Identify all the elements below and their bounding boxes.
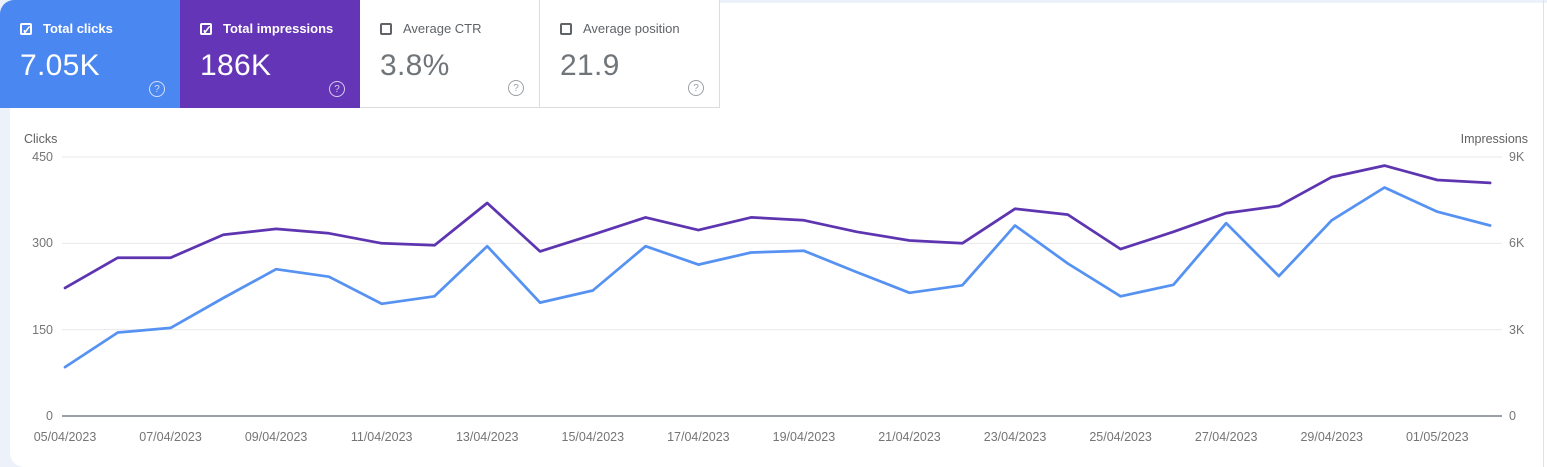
metric-card-average-ctr[interactable]: Average CTR 3.8% xyxy=(360,0,540,108)
metric-card-average-position[interactable]: Average position 21.9 xyxy=(540,0,720,108)
metric-card-label: Total impressions xyxy=(223,21,334,36)
metric-cards-row: Total clicks 7.05K Total impressions 186… xyxy=(0,0,720,108)
metric-card-header: Total clicks xyxy=(20,21,180,37)
metric-card-value: 186K xyxy=(200,49,272,82)
metric-card-label: Average position xyxy=(583,21,680,36)
metric-card-total-clicks[interactable]: Total clicks 7.05K xyxy=(0,0,180,108)
help-icon[interactable] xyxy=(329,81,345,97)
checkbox-unchecked-icon[interactable] xyxy=(380,22,392,35)
help-icon[interactable] xyxy=(149,81,165,97)
metric-card-value: 3.8% xyxy=(380,49,450,82)
metric-card-value: 7.05K xyxy=(20,49,100,82)
metric-card-header: Average CTR xyxy=(380,21,539,36)
checkbox-unchecked-icon[interactable] xyxy=(560,22,572,35)
help-icon[interactable] xyxy=(688,80,704,96)
metric-card-total-impressions[interactable]: Total impressions 186K xyxy=(180,0,360,108)
metric-card-label: Total clicks xyxy=(43,21,113,36)
metric-card-label: Average CTR xyxy=(403,21,482,36)
metric-card-value: 21.9 xyxy=(560,49,620,82)
metric-card-header: Average position xyxy=(560,21,719,36)
checkbox-checked-icon[interactable] xyxy=(200,22,212,37)
help-icon[interactable] xyxy=(508,80,524,96)
checkbox-checked-icon[interactable] xyxy=(20,22,32,37)
metric-card-header: Total impressions xyxy=(200,21,360,37)
panel-right-edge xyxy=(1543,0,1544,467)
